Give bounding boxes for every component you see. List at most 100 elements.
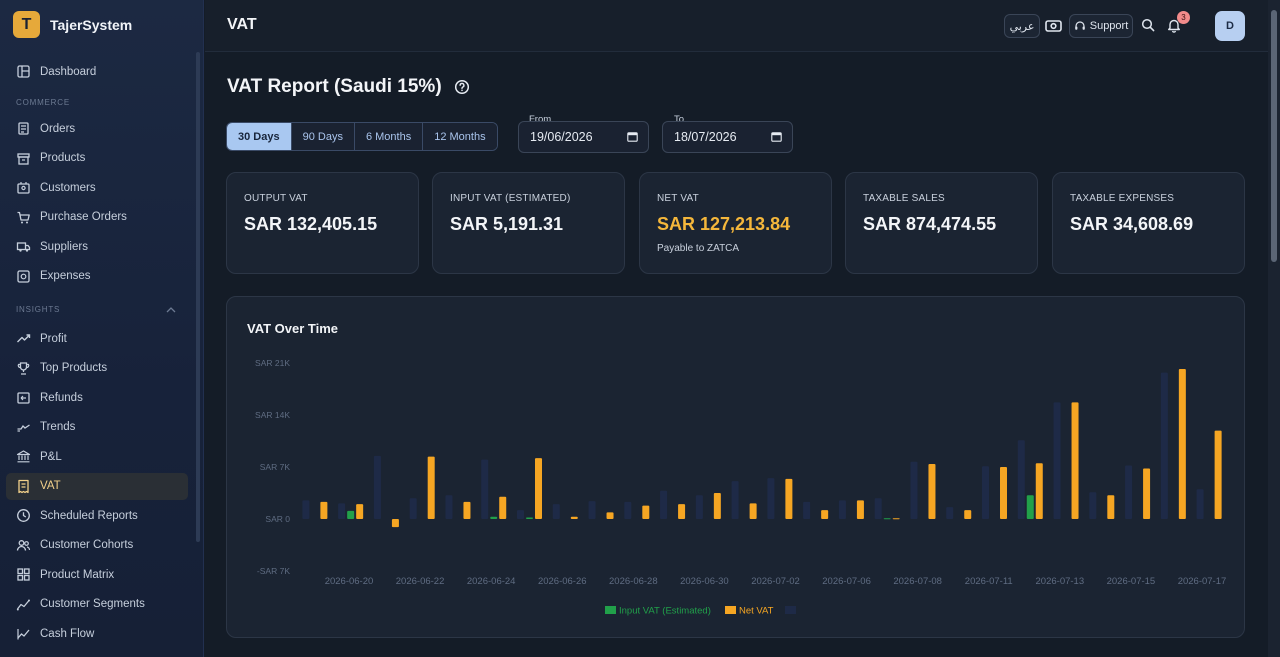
notification-badge: 3 [1177, 11, 1190, 24]
users-icon [16, 539, 31, 551]
bar-series-0 [910, 461, 918, 519]
sidebar: T TajerSystem Dashboard Orders Products Cus… [0, 0, 204, 657]
expenses-icon [17, 269, 30, 283]
bar-net-vat [499, 496, 507, 519]
brand[interactable]: T TajerSystem [13, 11, 132, 38]
clock-icon [17, 509, 30, 522]
legend-swatch [605, 606, 616, 614]
sidebar-item-top-products[interactable]: Top Products [6, 355, 188, 382]
bank-icon [16, 450, 31, 463]
card-value: SAR 34,608.69 [1070, 214, 1194, 234]
sidebar-item-cash-flow[interactable]: Cash Flow [6, 620, 188, 647]
chart-title: VAT Over Time [247, 321, 339, 336]
support-button[interactable]: Support [1069, 14, 1133, 38]
bar-net-vat [1035, 463, 1043, 519]
sidebar-item-label: Trends [40, 421, 76, 433]
bar-series-0 [874, 498, 882, 519]
sidebar-item-label: Purchase Orders [40, 211, 127, 223]
sidebar-item-label: Customer Segments [40, 598, 145, 610]
bar-series-0 [1125, 465, 1133, 519]
language-button[interactable]: عربي [1004, 14, 1040, 38]
from-date-input[interactable]: 19/06/2026 [518, 121, 649, 153]
page-scrollbar-thumb[interactable] [1271, 10, 1277, 262]
bar-net-vat [1214, 430, 1222, 519]
bar-input-vat-estimated- [347, 510, 355, 519]
calendar-icon[interactable] [771, 131, 782, 142]
sidebar-item-scheduled-reports[interactable]: Scheduled Reports [6, 502, 188, 529]
sidebar-scrollbar[interactable] [196, 52, 200, 542]
sidebar-item-customer-segments[interactable]: Customer Segments [6, 591, 188, 618]
bar-net-vat [713, 493, 721, 519]
topbar: VAT عربي Support 3 D [205, 0, 1268, 52]
sidebar-item-vat[interactable]: VAT [6, 472, 188, 500]
sidebar-item-customers[interactable]: Customers [6, 174, 188, 201]
to-label: To [674, 114, 685, 125]
x-tick-label: 2026-07-13 [1036, 576, 1085, 587]
card-label: INPUT VAT (ESTIMATED) [450, 193, 571, 204]
bar-series-0 [552, 504, 560, 519]
sidebar-item-p-l[interactable]: P&L [6, 443, 188, 470]
bar-net-vat [856, 500, 864, 519]
card-label: NET VAT [657, 193, 699, 204]
y-tick-label: SAR 7K [260, 462, 291, 472]
bar-series-0 [695, 495, 703, 519]
sidebar-item-label: Products [40, 152, 86, 164]
x-tick-label: 2026-07-02 [751, 576, 800, 587]
sidebar-item-profit[interactable]: Profit [6, 325, 188, 352]
sidebar-item-product-matrix[interactable]: Product Matrix [6, 561, 188, 588]
vat-chart: SAR 21K SAR 14K SAR 7K SAR 0 -SAR 7K 2026-06-… [255, 358, 1227, 617]
sidebar-item-customer-cohorts[interactable]: Customer Cohorts [6, 532, 188, 559]
card-label: TAXABLE EXPENSES [1070, 193, 1175, 204]
sidebar-item-suppliers[interactable]: Suppliers [6, 233, 188, 260]
cash-icon[interactable] [1045, 18, 1062, 34]
bell-icon[interactable] [1167, 18, 1183, 34]
bar-net-vat [1071, 402, 1079, 519]
range-12-months[interactable]: 12 Months [423, 123, 497, 150]
bar-net-vat [1143, 468, 1151, 519]
legend-label: Net VAT [739, 606, 774, 617]
bar-net-vat [892, 518, 900, 520]
sidebar-item-purchase-orders[interactable]: Purchase Orders [6, 204, 188, 231]
card-value: SAR 874,474.55 [863, 214, 997, 234]
page-scrollbar[interactable] [1268, 0, 1280, 657]
card-taxable-sales: TAXABLE SALES SAR 874,474.55 [845, 172, 1038, 274]
card-output-vat: OUTPUT VAT SAR 132,405.15 [226, 172, 419, 274]
calendar-icon[interactable] [627, 131, 638, 142]
sidebar-item-products[interactable]: Products [6, 145, 188, 172]
sidebar-item-label: P&L [40, 450, 62, 463]
to-date-value: 18/07/2026 [674, 130, 737, 144]
sidebar-item-label: Profit [40, 332, 67, 345]
bar-series-0 [1017, 440, 1025, 519]
brand-name: TajerSystem [50, 16, 133, 33]
help-icon[interactable] [454, 79, 470, 95]
bar-net-vat [928, 464, 936, 519]
bar-net-vat [356, 504, 364, 519]
card-input-vat: INPUT VAT (ESTIMATED) SAR 5,191.31 [432, 172, 625, 274]
bar-net-vat [391, 519, 399, 528]
sidebar-item-expenses[interactable]: Expenses [6, 263, 188, 290]
x-tick-label: 2026-06-24 [467, 576, 516, 587]
range-30-days[interactable]: 30 Days [227, 123, 292, 150]
avatar[interactable]: D [1215, 11, 1245, 41]
x-tick-label: 2026-07-17 [1178, 576, 1227, 587]
card-taxable-expenses: TAXABLE EXPENSES SAR 34,608.69 [1052, 172, 1245, 274]
sidebar-item-refunds[interactable]: Refunds [6, 384, 188, 411]
dashboard-icon [17, 65, 30, 78]
to-date-input[interactable]: 18/07/2026 [662, 121, 793, 153]
sidebar-item-dashboard[interactable]: Dashboard [6, 58, 188, 85]
bar-series-0 [982, 466, 989, 519]
page-title-row: VAT Report (Saudi 15%) [227, 76, 470, 98]
x-tick-label: 2026-06-28 [609, 576, 658, 587]
customers-icon [17, 182, 30, 194]
bar-input-vat-estimated- [883, 518, 891, 520]
search-icon[interactable] [1141, 18, 1157, 34]
bar-net-vat [642, 505, 650, 519]
range-6-months[interactable]: 6 Months [354, 123, 424, 150]
chevron-up-icon[interactable] [166, 306, 176, 316]
sidebar-item-orders[interactable]: Orders [6, 115, 188, 142]
page-title: VAT Report (Saudi 15%) [227, 76, 442, 97]
sidebar-item-trends[interactable]: Trends [6, 414, 188, 441]
bar-series-0 [481, 459, 489, 519]
sidebar-item-label: Expenses [40, 270, 91, 282]
range-90-days[interactable]: 90 Days [291, 123, 355, 150]
